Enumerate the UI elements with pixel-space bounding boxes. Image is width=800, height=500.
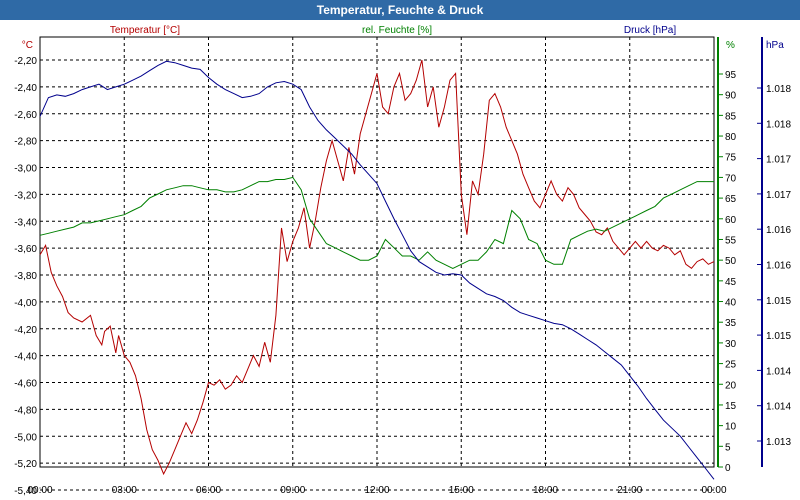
pressure-unit-label: hPa xyxy=(766,40,784,51)
humidity-tick-label: 50 xyxy=(725,256,737,267)
humidity-series xyxy=(39,176,714,269)
temperature-tick-label: -3,20 xyxy=(14,190,37,201)
pressure-axis-label: Druck [hPa] xyxy=(624,25,676,36)
temperature-tick-label: -3,60 xyxy=(14,244,37,255)
humidity-tick-label: 55 xyxy=(725,235,737,246)
humidity-tick-label: 85 xyxy=(725,111,737,122)
temperature-tick-label: -2,60 xyxy=(14,110,37,121)
humidity-tick-label: 95 xyxy=(725,70,737,81)
chart: 00:0026.02.1803:0026.02.1806:0026.02.180… xyxy=(14,25,791,497)
temperature-tick-label: -5,00 xyxy=(14,432,37,443)
chart-title: Temperatur, Feuchte & Druck xyxy=(0,0,800,20)
pressure-tick-label: 1.017 xyxy=(766,190,791,201)
pressure-tick-label: 1.016 xyxy=(766,261,791,272)
temperature-tick-label: -5,40 xyxy=(14,486,37,497)
pressure-tick-label: 1.015 xyxy=(766,296,791,307)
pressure-tick-label: 1.018 xyxy=(766,84,791,95)
temperature-tick-label: -4,00 xyxy=(14,298,37,309)
humidity-tick-label: 60 xyxy=(725,215,737,226)
temperature-axis-label: Temperatur [°C] xyxy=(110,25,180,36)
pressure-tick-label: 1.016 xyxy=(766,225,791,236)
temperature-tick-label: -4,60 xyxy=(14,379,37,390)
x-tick-time-label: 00:00 xyxy=(701,485,726,496)
humidity-tick-label: 30 xyxy=(725,339,737,350)
humidity-tick-label: 90 xyxy=(725,91,737,102)
humidity-tick-label: 80 xyxy=(725,132,737,143)
humidity-tick-label: 70 xyxy=(725,173,737,184)
temperature-tick-label: -3,40 xyxy=(14,217,37,228)
humidity-axis-label: rel. Feuchte [%] xyxy=(362,25,432,36)
x-tick-time-label: 18:00 xyxy=(533,485,558,496)
humidity-tick-label: 20 xyxy=(725,380,737,391)
pressure-tick-label: 1.017 xyxy=(766,155,791,166)
humidity-tick-label: 0 xyxy=(725,463,731,474)
humidity-unit-label: % xyxy=(726,40,735,51)
pressure-tick-label: 1.018 xyxy=(766,119,791,130)
temperature-tick-label: -4,20 xyxy=(14,325,37,336)
humidity-tick-label: 10 xyxy=(725,422,737,433)
humidity-tick-label: 15 xyxy=(725,401,737,412)
x-tick-time-label: 00:00 xyxy=(27,485,52,496)
temperature-tick-label: -2,80 xyxy=(14,137,37,148)
temperature-tick-label: -5,20 xyxy=(14,459,37,470)
temperature-tick-label: -2,40 xyxy=(14,83,37,94)
humidity-tick-label: 25 xyxy=(725,360,737,371)
temperature-tick-label: -3,80 xyxy=(14,271,37,282)
x-tick-time-label: 21:00 xyxy=(617,485,642,496)
x-tick-time-label: 06:00 xyxy=(196,485,221,496)
temperature-tick-label: -2,20 xyxy=(14,56,37,67)
humidity-tick-label: 5 xyxy=(725,442,731,453)
temperature-unit-label: °C xyxy=(22,40,33,51)
humidity-tick-label: 35 xyxy=(725,318,737,329)
humidity-tick-label: 75 xyxy=(725,153,737,164)
x-tick-time-label: 12:00 xyxy=(364,485,389,496)
pressure-tick-label: 1.015 xyxy=(766,331,791,342)
temperature-tick-label: -4,80 xyxy=(14,405,37,416)
pressure-tick-label: 1.013 xyxy=(766,437,791,448)
x-tick-time-label: 09:00 xyxy=(280,485,305,496)
x-tick-time-label: 15:00 xyxy=(449,485,474,496)
pressure-tick-label: 1.014 xyxy=(766,402,791,413)
pressure-tick-label: 1.014 xyxy=(766,366,791,377)
temperature-series xyxy=(39,59,715,476)
humidity-tick-label: 45 xyxy=(725,277,737,288)
humidity-tick-label: 40 xyxy=(725,298,737,309)
pressure-series xyxy=(39,60,715,480)
humidity-tick-label: 65 xyxy=(725,194,737,205)
temperature-tick-label: -4,40 xyxy=(14,352,37,363)
plot-area xyxy=(39,36,715,468)
temperature-tick-label: -3,00 xyxy=(14,164,37,175)
x-tick-time-label: 03:00 xyxy=(112,485,137,496)
